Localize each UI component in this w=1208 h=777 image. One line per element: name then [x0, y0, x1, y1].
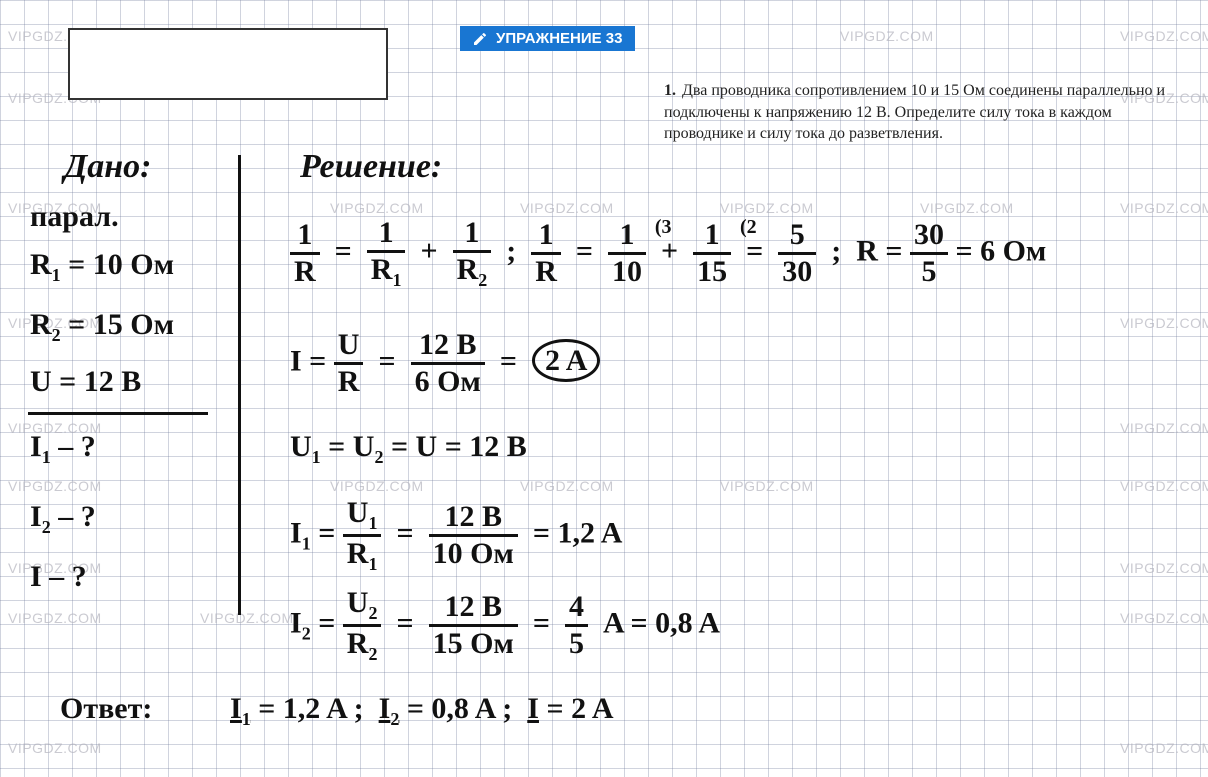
given-solution-divider: [238, 155, 241, 615]
pencil-icon: [472, 31, 488, 47]
problem-statement: 1.Два проводника сопротивлением 10 и 15 …: [664, 80, 1184, 145]
I-total: I = UR = 12 В6 Ом = 2 A: [290, 330, 600, 397]
given-title: Дано:: [64, 148, 151, 186]
exercise-badge-label: УПРАЖНЕНИЕ 33: [496, 30, 623, 47]
blank-box: [68, 28, 388, 100]
unknown-I2: I2 – ?: [30, 500, 96, 538]
given-R2: R2 = 15 Ом: [30, 308, 174, 346]
answer-text: I1 = 1,2 A ; I2 = 0,8 A ; I = 2 A: [230, 692, 614, 730]
given-R1: R1 = 10 Ом: [30, 248, 174, 286]
I1-calc: I1 = U1R1 = 12 В10 Ом = 1,2 A: [290, 498, 622, 573]
R-formula: 1R = 1R1 + 1R2 ; 1R = 110 (3 + 115 (2 = …: [290, 218, 1046, 289]
unknown-I: I – ?: [30, 560, 87, 594]
given-divider: [28, 412, 208, 415]
lcm-mark-2: (2: [740, 216, 757, 239]
problem-number: 1.: [664, 82, 676, 99]
unknown-I1: I1 – ?: [30, 430, 96, 468]
problem-text: Два проводника сопротивлением 10 и 15 Ом…: [664, 82, 1165, 142]
exercise-badge: УПРАЖНЕНИЕ 33: [460, 26, 635, 51]
U-equal: U1 = U2 = U = 12 В: [290, 430, 527, 468]
I2-calc: I2 = U2R2 = 12 В15 Ом = 45 A = 0,8 A: [290, 588, 720, 663]
given-U: U = 12 В: [30, 365, 141, 399]
given-parallel: парал.: [30, 200, 119, 234]
lcm-mark-3: (3: [655, 216, 672, 239]
solution-title: Решение:: [300, 148, 442, 186]
I-total-circled: 2 A: [532, 339, 601, 382]
answer-label: Ответ:: [60, 692, 152, 726]
